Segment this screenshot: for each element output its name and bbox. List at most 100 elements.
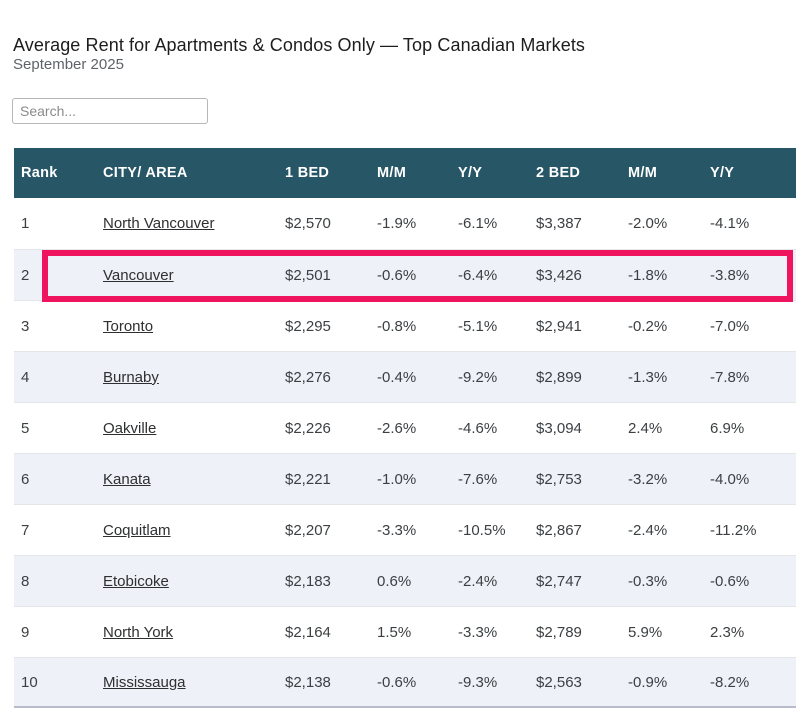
two-bed-rent-cell: $2,899 (529, 351, 621, 402)
two-bed-yy-cell: -11.2% (703, 504, 796, 555)
city-link[interactable]: North Vancouver (103, 215, 215, 232)
two-bed-yy-cell: -8.2% (703, 657, 796, 708)
table-row: 2 Vancouver $2,501 -0.6% -6.4% $3,426 -1.8% -3.… (14, 249, 796, 300)
column-header-city[interactable]: CITY/ AREA (96, 148, 278, 198)
two-bed-mm-cell: -0.3% (621, 555, 703, 606)
one-bed-rent-cell: $2,221 (278, 453, 370, 504)
two-bed-yy-cell: -4.1% (703, 198, 796, 249)
column-header-mm-2[interactable]: M/M (621, 148, 703, 198)
column-header-rank[interactable]: Rank (14, 148, 96, 198)
one-bed-rent-cell: $2,183 (278, 555, 370, 606)
column-header-1bed[interactable]: 1 BED (278, 148, 370, 198)
one-bed-yy-cell: -5.1% (451, 300, 529, 351)
city-cell: Coquitlam (96, 504, 278, 555)
two-bed-yy-cell: -0.6% (703, 555, 796, 606)
column-header-yy-2[interactable]: Y/Y (703, 148, 796, 198)
city-cell: Toronto (96, 300, 278, 351)
page-subtitle: September 2025 (13, 56, 124, 73)
two-bed-rent-cell: $2,789 (529, 606, 621, 657)
rank-cell: 1 (14, 198, 96, 249)
city-cell: Etobicoke (96, 555, 278, 606)
column-header-yy-1[interactable]: Y/Y (451, 148, 529, 198)
two-bed-yy-cell: -4.0% (703, 453, 796, 504)
city-link[interactable]: Etobicoke (103, 572, 169, 590)
two-bed-yy-cell: 6.9% (703, 402, 796, 453)
table-row: 6 Kanata $2,221 -1.0% -7.6% $2,753 -3.2% -4.0% (14, 453, 796, 504)
city-link[interactable]: Kanata (103, 470, 151, 488)
one-bed-mm-cell: -0.8% (370, 300, 451, 351)
one-bed-yy-cell: -4.6% (451, 402, 529, 453)
two-bed-rent-cell: $2,867 (529, 504, 621, 555)
two-bed-mm-cell: -1.3% (621, 351, 703, 402)
one-bed-yy-cell: -10.5% (451, 504, 529, 555)
one-bed-rent-cell: $2,207 (278, 504, 370, 555)
city-cell: Kanata (96, 453, 278, 504)
city-cell: North York (96, 606, 278, 657)
city-link[interactable]: Coquitlam (103, 521, 171, 539)
column-header-mm-1[interactable]: M/M (370, 148, 451, 198)
one-bed-yy-cell: -9.3% (451, 657, 529, 708)
table-body: 1 North Vancouver $2,570 -1.9% -6.1% $3,387 -2… (14, 198, 796, 708)
one-bed-mm-cell: -0.6% (370, 657, 451, 708)
rank-cell: 5 (14, 402, 96, 453)
city-cell: Mississauga (96, 657, 278, 708)
one-bed-mm-cell: -0.6% (370, 249, 451, 300)
one-bed-rent-cell: $2,138 (278, 657, 370, 708)
two-bed-mm-cell: 5.9% (621, 606, 703, 657)
one-bed-rent-cell: $2,570 (278, 198, 370, 249)
city-link[interactable]: Mississauga (103, 673, 186, 691)
table-row: 3 Toronto $2,295 -0.8% -5.1% $2,941 -0.2% -7.0% (14, 300, 796, 351)
page-title: Average Rent for Apartments & Condos Onl… (13, 35, 586, 56)
two-bed-rent-cell: $2,747 (529, 555, 621, 606)
one-bed-rent-cell: $2,164 (278, 606, 370, 657)
rank-cell: 8 (14, 555, 96, 606)
city-link[interactable]: Burnaby (103, 368, 159, 386)
city-link[interactable]: Vancouver (103, 266, 174, 284)
one-bed-mm-cell: -1.9% (370, 198, 451, 249)
one-bed-yy-cell: -9.2% (451, 351, 529, 402)
rank-cell: 6 (14, 453, 96, 504)
one-bed-mm-cell: -2.6% (370, 402, 451, 453)
two-bed-mm-cell: -1.8% (621, 249, 703, 300)
city-link[interactable]: Oakville (103, 419, 157, 437)
one-bed-rent-cell: $2,276 (278, 351, 370, 402)
city-cell: Vancouver (96, 249, 278, 300)
one-bed-mm-cell: -0.4% (370, 351, 451, 402)
two-bed-mm-cell: -0.9% (621, 657, 703, 708)
rank-cell: 7 (14, 504, 96, 555)
one-bed-mm-cell: -3.3% (370, 504, 451, 555)
one-bed-yy-cell: -3.3% (451, 606, 529, 657)
city-link[interactable]: Toronto (103, 317, 154, 335)
table-row: 9 North York $2,164 1.5% -3.3% $2,789 5.9% 2.3% (14, 606, 796, 657)
rank-cell: 9 (14, 606, 96, 657)
rank-cell: 2 (14, 249, 96, 300)
one-bed-yy-cell: -2.4% (451, 555, 529, 606)
one-bed-yy-cell: -6.4% (451, 249, 529, 300)
table-row: 7 Coquitlam $2,207 -3.3% -10.5% $2,867 -2.4% -1… (14, 504, 796, 555)
table-row: 10 Mississauga $2,138 -0.6% -9.3% $2,563 -0.9%… (14, 657, 796, 708)
table-header: Rank CITY/ AREA 1 BED M/M Y/Y 2 BED M/M … (14, 148, 796, 198)
search-input[interactable] (12, 98, 208, 124)
one-bed-rent-cell: $2,226 (278, 402, 370, 453)
column-header-2bed[interactable]: 2 BED (529, 148, 621, 198)
two-bed-mm-cell: -2.4% (621, 504, 703, 555)
two-bed-mm-cell: -3.2% (621, 453, 703, 504)
two-bed-yy-cell: -7.0% (703, 300, 796, 351)
table-row: 5 Oakville $2,226 -2.6% -4.6% $3,094 2.4% 6.9% (14, 402, 796, 453)
one-bed-yy-cell: -7.6% (451, 453, 529, 504)
rank-cell: 3 (14, 300, 96, 351)
city-link[interactable]: North York (103, 623, 174, 641)
rent-table: Rank CITY/ AREA 1 BED M/M Y/Y 2 BED M/M … (14, 148, 796, 708)
rank-cell: 4 (14, 351, 96, 402)
two-bed-rent-cell: $3,387 (529, 198, 621, 249)
one-bed-yy-cell: -6.1% (451, 198, 529, 249)
table-row: 8 Etobicoke $2,183 0.6% -2.4% $2,747 -0.3% -0.6… (14, 555, 796, 606)
one-bed-rent-cell: $2,501 (278, 249, 370, 300)
two-bed-yy-cell: -3.8% (703, 249, 796, 300)
city-cell: Oakville (96, 402, 278, 453)
two-bed-yy-cell: -7.8% (703, 351, 796, 402)
two-bed-rent-cell: $2,753 (529, 453, 621, 504)
two-bed-yy-cell: 2.3% (703, 606, 796, 657)
two-bed-mm-cell: -2.0% (621, 198, 703, 249)
one-bed-mm-cell: 1.5% (370, 606, 451, 657)
